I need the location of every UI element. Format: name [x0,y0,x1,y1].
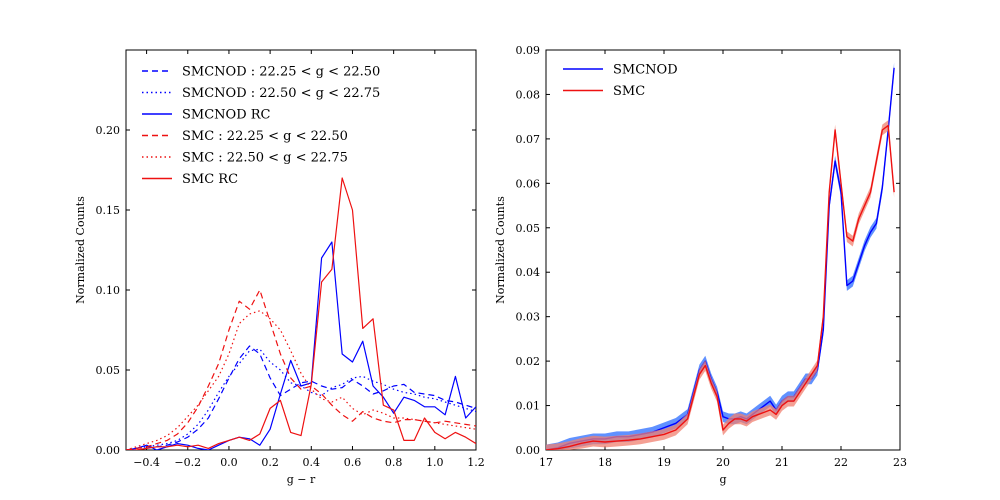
series-line-smc-rc [126,177,476,450]
y-tick-label: 0.02 [516,355,541,368]
y-tick-label: 0.20 [96,124,121,137]
x-tick-label: 23 [893,456,907,469]
x-tick-label: −0.2 [174,456,201,469]
x-tick-label: 18 [598,456,612,469]
x-tick-label: 1.0 [426,456,444,469]
y-axis-label: Normalized Counts [74,196,87,304]
y-tick-label: 0.00 [516,444,541,457]
y-tick-label: 0.10 [96,284,121,297]
right-panel-g-magnitude-histogram: 17 18 19 20 21 22 23 0.00 0.01 0.02 0.03 0.04 0.05 0.… [494,44,907,486]
x-tick-label: −0.4 [133,456,160,469]
y-tick-label: 0.05 [96,364,121,377]
x-tick-label: 21 [775,456,789,469]
x-axis-label: g [719,473,726,486]
y-axis-label: Normalized Counts [494,196,507,304]
plot-frame [125,49,477,451]
x-tick-label: 0.6 [344,456,362,469]
y-tick-label: 0.09 [516,44,541,57]
x-tick-label: 0.0 [220,456,238,469]
x-tick-label: 0.2 [261,456,279,469]
y-tick-label: 0.04 [516,266,541,279]
legend-label-smc: SMC [613,84,645,99]
series-line-smcnod [546,67,895,450]
y-tick-label: 0.06 [516,177,541,190]
x-tick-label: 0.4 [303,456,321,469]
left-panel-gr-color-histogram: −0.4 −0.2 0.0 0.2 0.4 0.6 0.8 1.0 1.2 0.00 0.05 0.1… [74,49,485,486]
legend-label-smcnod-rc: SMCNOD RC [182,108,271,123]
series-line-smc-22-50-g-22-75 [126,310,476,450]
series-line-smcnod-rc [126,241,476,450]
plot-area [546,62,895,450]
legend-label-smcnod-22-25-g-22-50: SMCNOD : 22.25 < g < 22.50 [182,65,380,80]
legend-label-smc-22-50-g-22-75: SMC : 22.50 < g < 22.75 [182,151,348,166]
series-line-smc [546,124,895,450]
series-band-smcnod [546,62,895,450]
legend-label-smc-rc: SMC RC [182,172,238,187]
y-tick-label: 0.03 [516,311,541,324]
y-tick-label: 0.07 [516,133,541,146]
y-tick-label: 0.05 [516,222,541,235]
plot-area [126,177,476,450]
x-tick-label: 17 [539,456,553,469]
x-tick-label: 0.8 [385,456,403,469]
x-tick-label: 20 [716,456,730,469]
y-tick-label: 0.00 [96,444,121,457]
x-tick-label: 19 [657,456,671,469]
plot-frame [545,49,901,451]
y-tick-label: 0.01 [516,400,541,413]
x-tick-label: 1.2 [467,456,485,469]
legend-label-smcnod: SMCNOD [613,63,678,78]
legend-label-smcnod-22-50-g-22-75: SMCNOD : 22.50 < g < 22.75 [182,86,380,101]
y-tick-label: 0.08 [516,88,541,101]
y-tick-label: 0.15 [96,204,121,217]
x-axis-label: g − r [287,473,316,486]
x-tick-label: 22 [834,456,848,469]
legend-label-smc-22-25-g-22-50: SMC : 22.25 < g < 22.50 [182,129,348,144]
